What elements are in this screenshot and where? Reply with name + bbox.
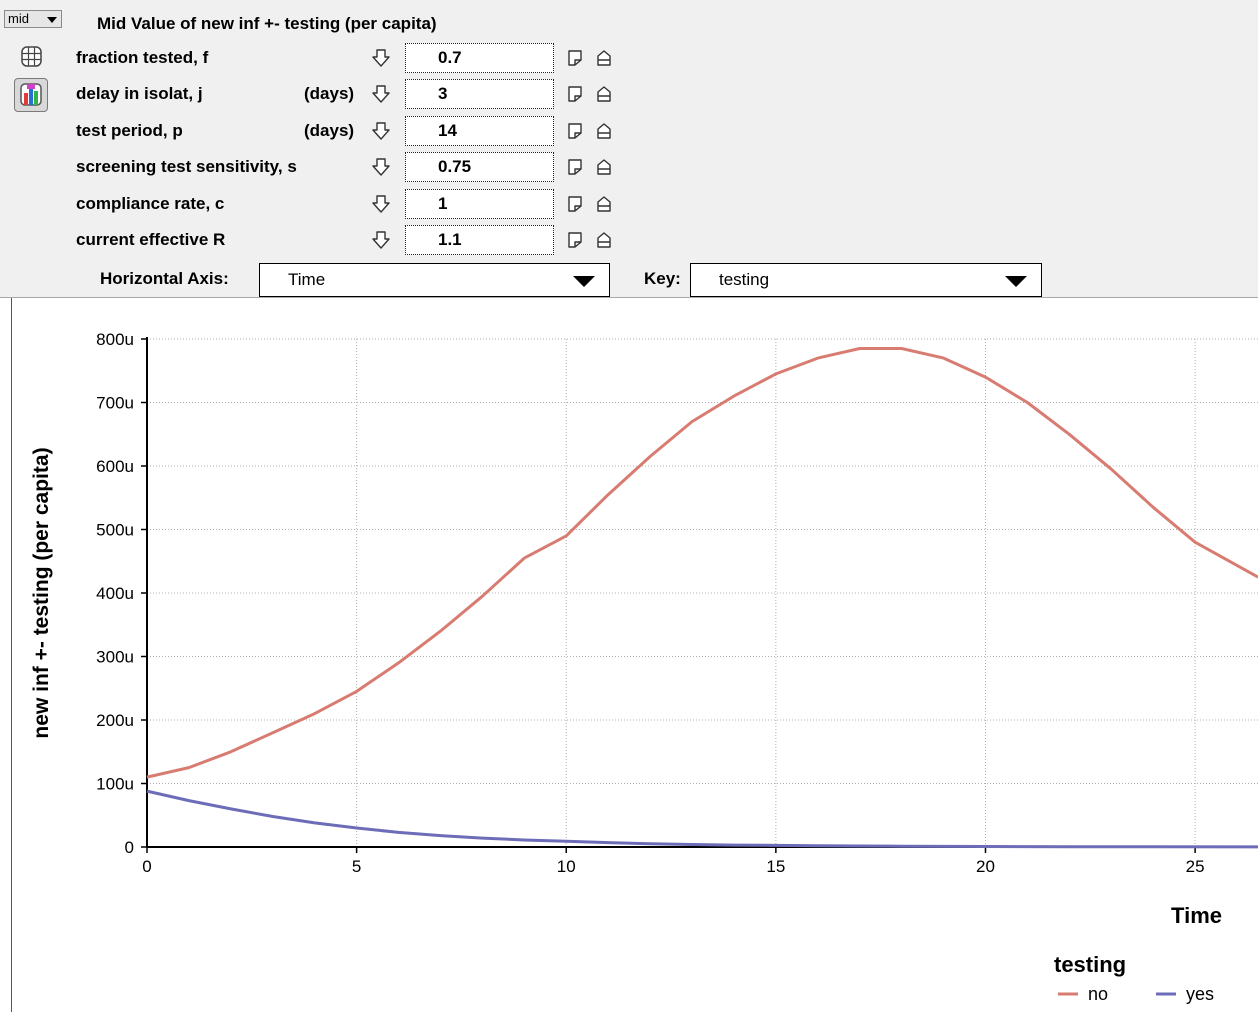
graph-icon	[20, 83, 42, 106]
x-tick-label: 25	[1186, 857, 1205, 876]
slider-low-icon[interactable]	[566, 231, 584, 249]
y-tick-label: 500u	[96, 521, 134, 540]
arrow-down-icon[interactable]	[371, 157, 391, 177]
param-row: current effective R 1.1	[0, 222, 640, 256]
slider-low-icon[interactable]	[566, 49, 584, 67]
x-tick-label: 0	[142, 857, 151, 876]
chevron-down-icon	[47, 17, 57, 23]
slider-low-icon[interactable]	[566, 158, 584, 176]
slider-low-icon[interactable]	[566, 195, 584, 213]
param-value-field[interactable]: 1	[405, 189, 554, 219]
legend-label-yes: yes	[1186, 984, 1214, 1004]
arrow-down-icon[interactable]	[371, 84, 391, 104]
graph-view-button[interactable]	[14, 78, 48, 112]
arrow-down-icon[interactable]	[371, 194, 391, 214]
param-row: compliance rate, c 1	[0, 186, 640, 220]
horizontal-axis-select[interactable]: Time	[259, 263, 610, 297]
key-label: Key:	[644, 269, 681, 288]
param-row: screening test sensitivity, s 0.75	[0, 149, 640, 183]
key-value: testing	[719, 270, 770, 289]
legend-label-no: no	[1088, 984, 1108, 1004]
arrow-down-icon[interactable]	[371, 48, 391, 68]
slider-high-icon[interactable]	[595, 49, 613, 67]
divider	[11, 298, 12, 1012]
slider-low-icon[interactable]	[566, 85, 584, 103]
horizontal-axis-value: Time	[288, 270, 326, 289]
series-line-yes	[146, 789, 1258, 849]
param-row: delay in isolat, j (days) 3	[0, 76, 640, 110]
param-value-field[interactable]: 3	[405, 79, 554, 109]
mode-dropdown[interactable]: mid	[4, 10, 62, 28]
param-value-field[interactable]: 0.7	[405, 43, 554, 73]
slider-high-icon[interactable]	[595, 85, 613, 103]
param-row: test period, p (days) 14	[0, 113, 640, 147]
x-tick-label: 10	[557, 857, 576, 876]
y-tick-label: 400u	[96, 584, 134, 603]
x-axis-label: Time	[1171, 903, 1222, 928]
param-unit: (days)	[304, 121, 355, 140]
slider-high-icon[interactable]	[595, 122, 613, 140]
param-value-field[interactable]: 1.1	[405, 225, 554, 255]
chevron-down-icon	[573, 276, 595, 287]
chevron-down-icon	[1005, 276, 1027, 287]
horizontal-axis-label: Horizontal Axis:	[100, 269, 229, 288]
y-axis-label: new inf +- testing (per capita)	[30, 447, 53, 738]
y-tick-label: 300u	[96, 648, 134, 667]
param-label: current effective R	[76, 230, 226, 249]
y-tick-label: 0	[125, 838, 134, 857]
param-label: compliance rate, c	[76, 194, 225, 213]
arrow-down-icon[interactable]	[371, 121, 391, 141]
slider-high-icon[interactable]	[595, 158, 613, 176]
x-tick-label: 5	[352, 857, 361, 876]
param-label: delay in isolat, j	[76, 84, 203, 103]
series-line-no	[146, 347, 1258, 779]
y-tick-label: 200u	[96, 711, 134, 730]
line-chart: 0 100u 200u 300u 400u 500u 600u 700u 800u 0 5 10 15 2…	[30, 330, 1258, 1004]
y-tick-label: 600u	[96, 457, 134, 476]
y-tick-label: 800u	[96, 330, 134, 349]
param-label: test period, p	[76, 121, 183, 140]
mode-dropdown-label: mid	[8, 11, 29, 26]
param-unit: (days)	[304, 84, 355, 103]
param-value-field[interactable]: 0.75	[405, 152, 554, 182]
key-select[interactable]: testing	[690, 263, 1042, 297]
y-tick-label: 700u	[96, 394, 134, 413]
param-row: fraction tested, f 0.7	[0, 40, 640, 74]
x-tick-label: 15	[766, 857, 785, 876]
slider-high-icon[interactable]	[595, 231, 613, 249]
arrow-down-icon[interactable]	[371, 230, 391, 250]
y-tick-label: 100u	[96, 775, 134, 794]
param-label: fraction tested, f	[76, 48, 209, 67]
slider-high-icon[interactable]	[595, 195, 613, 213]
slider-low-icon[interactable]	[566, 122, 584, 140]
param-value-field[interactable]: 14	[405, 116, 554, 146]
table-view-button[interactable]	[14, 40, 48, 74]
panel-title: Mid Value of new inf +- testing (per cap…	[97, 14, 437, 33]
x-tick-label: 20	[976, 857, 995, 876]
param-label: screening test sensitivity, s	[76, 157, 297, 176]
legend-title: testing	[1054, 952, 1126, 977]
table-icon	[21, 46, 42, 67]
parameter-panel: mid Mid Value of new inf +- testing (per…	[0, 0, 1258, 298]
